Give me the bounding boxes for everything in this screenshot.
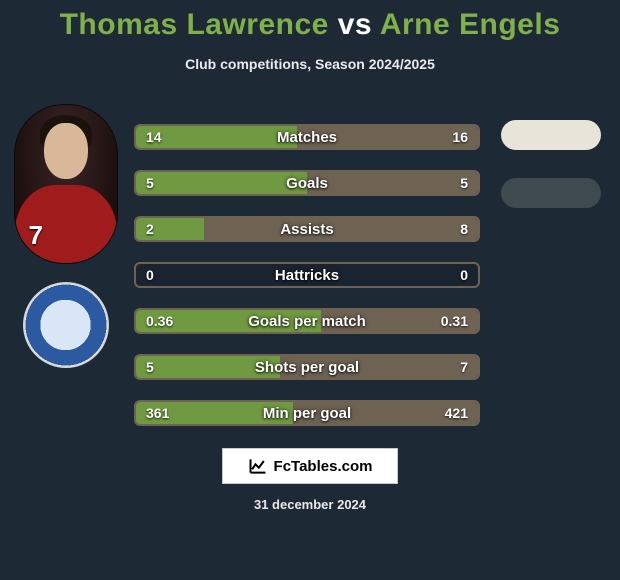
stat-row: 28Assists xyxy=(134,216,480,242)
stat-label: Assists xyxy=(136,218,478,240)
stat-label: Min per goal xyxy=(136,402,478,424)
stat-row: 55Goals xyxy=(134,170,480,196)
stat-label: Shots per goal xyxy=(136,356,478,378)
player2-pill-1 xyxy=(501,120,601,150)
stat-row: 57Shots per goal xyxy=(134,354,480,380)
page-title: Thomas Lawrence vs Arne Engels xyxy=(0,8,620,42)
shirt-number: 7 xyxy=(29,220,43,251)
stat-row: 1416Matches xyxy=(134,124,480,150)
subtitle: Club competitions, Season 2024/2025 xyxy=(0,56,620,72)
stat-row: 361421Min per goal xyxy=(134,400,480,426)
stat-label: Hattricks xyxy=(136,264,478,286)
avatar-head xyxy=(44,123,88,179)
right-column xyxy=(496,120,606,208)
vs-text: vs xyxy=(338,8,372,41)
player1-avatar: 7 xyxy=(14,104,118,264)
player2-pill-2 xyxy=(501,178,601,208)
stat-label: Goals xyxy=(136,172,478,194)
stat-label: Goals per match xyxy=(136,310,478,332)
brand-text: FcTables.com xyxy=(274,458,373,475)
player1-name: Thomas Lawrence xyxy=(60,8,329,41)
chart-icon xyxy=(248,456,268,476)
player2-name: Arne Engels xyxy=(380,8,561,41)
stat-row: 00Hattricks xyxy=(134,262,480,288)
stat-row: 0.360.31Goals per match xyxy=(134,308,480,334)
header: Thomas Lawrence vs Arne Engels Club comp… xyxy=(0,0,620,72)
brand-badge[interactable]: FcTables.com xyxy=(222,448,398,484)
stat-bars: 1416Matches 55Goals 28Assists 00Hattricks 0.… xyxy=(134,124,480,426)
footer-date: 31 december 2024 xyxy=(0,497,620,512)
stat-label: Matches xyxy=(136,126,478,148)
club-badge-icon xyxy=(23,282,109,368)
left-column: 7 xyxy=(8,104,123,368)
